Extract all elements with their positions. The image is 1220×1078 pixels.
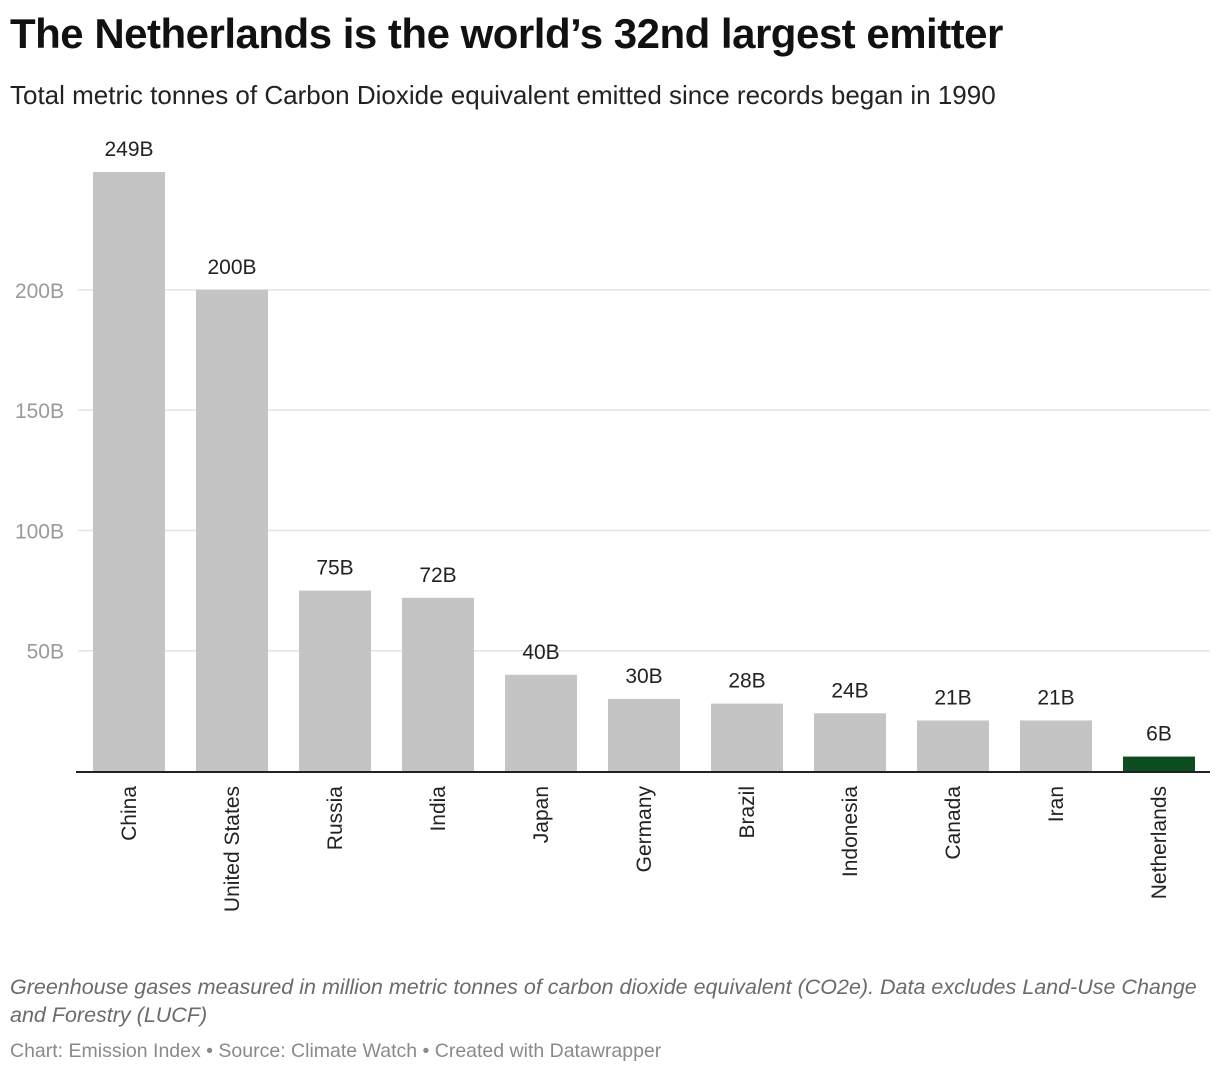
category-label: Iran xyxy=(1045,786,1068,822)
value-label: 21B xyxy=(934,686,971,709)
y-tick-label: 200B xyxy=(15,280,64,303)
bar-china xyxy=(93,172,165,771)
bar-united-states xyxy=(196,289,268,771)
category-label: India xyxy=(427,786,450,832)
category-label: Netherlands xyxy=(1148,786,1171,899)
chart-title: The Netherlands is the world’s 32nd larg… xyxy=(10,10,1003,57)
y-tick-label: 100B xyxy=(15,520,64,543)
category-label: Russia xyxy=(324,786,347,851)
x-axis-category-labels: China United States Russia India Japan German… xyxy=(118,786,1171,913)
chart-notes: Greenhouse gases measured in million met… xyxy=(10,975,1197,1027)
chart-subtitle: Total metric tonnes of Carbon Dioxide eq… xyxy=(10,80,996,110)
value-label: 30B xyxy=(625,665,662,688)
category-label: Brazil xyxy=(736,786,759,839)
y-tick-label: 150B xyxy=(15,400,64,423)
value-label: 72B xyxy=(419,564,456,587)
category-label: United States xyxy=(221,786,244,912)
value-label: 40B xyxy=(522,641,559,664)
category-label: China xyxy=(118,786,141,841)
value-labels: 249B 200B 75B 72B 40B 30B 28B 24B 21B 21B 6B xyxy=(104,138,1171,746)
value-label: 6B xyxy=(1146,723,1172,746)
value-label: 249B xyxy=(104,138,153,161)
value-label: 24B xyxy=(831,679,868,702)
value-label: 21B xyxy=(1037,686,1074,709)
category-label: Indonesia xyxy=(839,786,862,877)
bar-canada xyxy=(917,720,989,771)
y-axis-tick-labels: 50B 100B 150B 200B xyxy=(15,280,64,664)
bar-germany xyxy=(608,698,680,771)
bars xyxy=(93,172,1195,771)
bar-russia xyxy=(299,590,371,771)
value-label: 200B xyxy=(207,256,256,279)
bar-japan xyxy=(505,674,577,771)
value-label: 75B xyxy=(316,557,353,580)
bar-indonesia xyxy=(814,713,886,771)
bar-iran xyxy=(1020,720,1092,771)
category-label: Germany xyxy=(633,786,656,873)
bar-brazil xyxy=(711,703,783,771)
bar-india xyxy=(402,597,474,771)
chart-credits: Chart: Emission Index • Source: Climate … xyxy=(10,1040,662,1062)
y-tick-label: 50B xyxy=(27,641,64,664)
category-label: Canada xyxy=(942,786,965,860)
category-label: Japan xyxy=(530,786,553,843)
bar-netherlands xyxy=(1123,756,1195,771)
value-label: 28B xyxy=(728,670,765,693)
